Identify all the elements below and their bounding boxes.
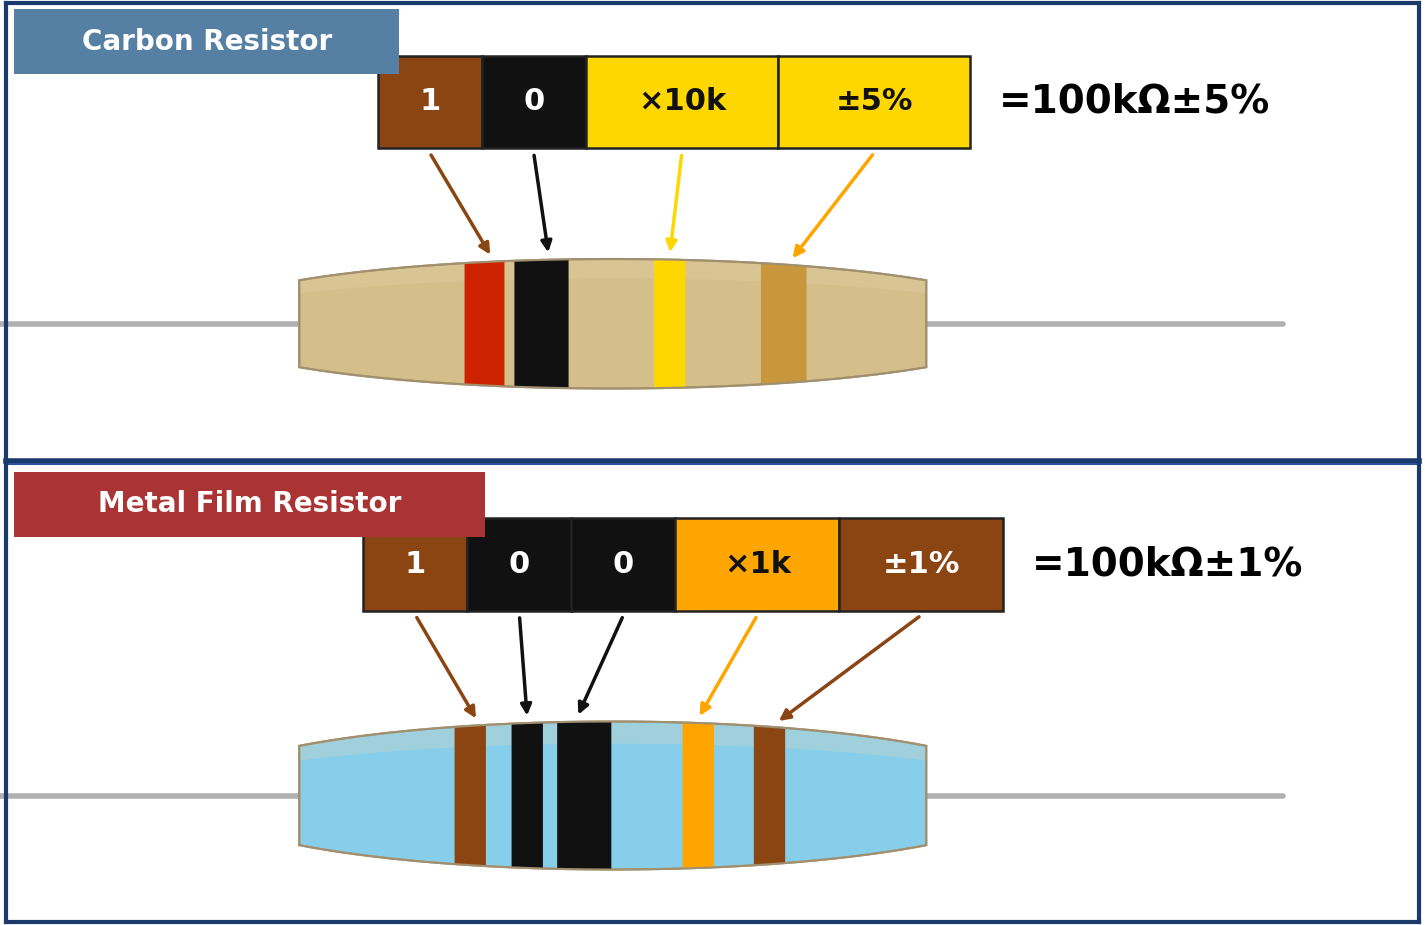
Polygon shape [557, 722, 611, 869]
Text: 1: 1 [419, 87, 440, 117]
FancyBboxPatch shape [586, 56, 778, 148]
Text: 0: 0 [523, 87, 544, 117]
FancyBboxPatch shape [675, 518, 839, 610]
Text: ±5%: ±5% [835, 87, 913, 117]
Polygon shape [754, 726, 785, 865]
FancyBboxPatch shape [778, 56, 970, 148]
FancyBboxPatch shape [14, 472, 484, 536]
Polygon shape [512, 722, 543, 869]
Polygon shape [299, 723, 926, 760]
FancyBboxPatch shape [482, 56, 586, 148]
FancyBboxPatch shape [363, 518, 467, 610]
Polygon shape [465, 261, 504, 387]
Polygon shape [654, 259, 685, 388]
Text: Metal Film Resistor: Metal Film Resistor [98, 490, 400, 518]
FancyBboxPatch shape [467, 518, 571, 610]
Text: 0: 0 [613, 549, 634, 579]
Polygon shape [299, 722, 926, 869]
Text: ×10k: ×10k [638, 87, 725, 117]
Text: =100kΩ±1%: =100kΩ±1% [1032, 545, 1302, 584]
Polygon shape [299, 260, 926, 293]
Text: ×1k: ×1k [724, 549, 791, 579]
FancyBboxPatch shape [839, 518, 1003, 610]
Text: ±1%: ±1% [882, 549, 960, 579]
FancyBboxPatch shape [14, 9, 399, 74]
FancyBboxPatch shape [378, 56, 482, 148]
Polygon shape [455, 725, 486, 866]
Text: 0: 0 [509, 549, 530, 579]
Text: =100kΩ±5%: =100kΩ±5% [999, 82, 1270, 121]
Text: 1: 1 [405, 549, 426, 579]
Polygon shape [683, 722, 714, 869]
Text: Carbon Resistor: Carbon Resistor [81, 28, 332, 56]
FancyBboxPatch shape [571, 518, 675, 610]
Polygon shape [299, 259, 926, 388]
Polygon shape [761, 263, 807, 385]
Polygon shape [514, 259, 569, 388]
